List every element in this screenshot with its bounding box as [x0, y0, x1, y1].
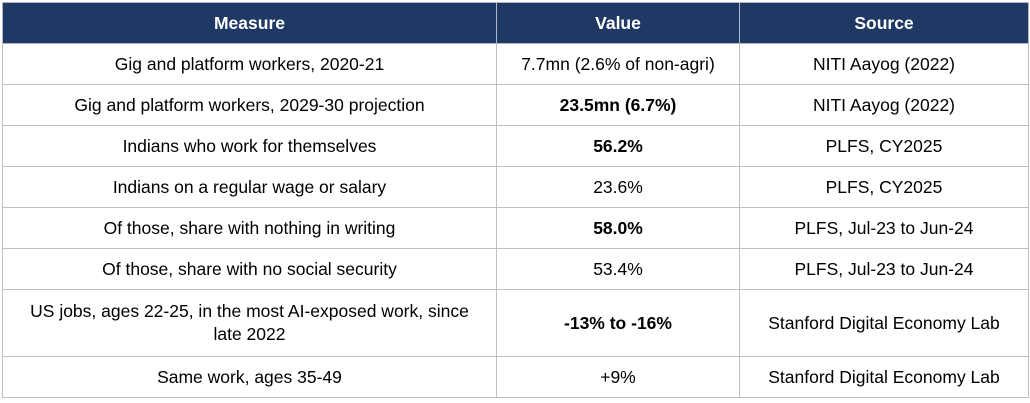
measure-text: US jobs, ages 22-25, in the most AI-expo…: [30, 301, 469, 344]
table-row: US jobs, ages 22-25, in the most AI-expo…: [2, 289, 1029, 357]
header-row: Measure Value Source: [2, 2, 1029, 44]
source-cell: PLFS, CY2025: [739, 166, 1029, 208]
table-row: Same work, ages 35-49 +9% Stanford Digit…: [2, 356, 1029, 398]
value-cell: 53.4%: [496, 248, 740, 290]
measure-cell: Same work, ages 35-49: [2, 356, 497, 398]
measure-cell: Gig and platform workers, 2029-30 projec…: [2, 84, 497, 126]
measure-cell: Indians who work for themselves: [2, 125, 497, 167]
value-cell: 56.2%: [496, 125, 740, 167]
value-cell: +9%: [496, 356, 740, 398]
measure-cell: Of those, share with nothing in writing: [2, 207, 497, 249]
data-table: Measure Value Source Gig and platform wo…: [2, 2, 1029, 398]
table-row: Indians on a regular wage or salary 23.6…: [2, 166, 1029, 208]
table-row: Gig and platform workers, 2029-30 projec…: [2, 84, 1029, 126]
table-row: Gig and platform workers, 2020-21 7.7mn …: [2, 43, 1029, 85]
value-cell: 23.5mn (6.7%): [496, 84, 740, 126]
measure-cell: Of those, share with no social security: [2, 248, 497, 290]
table-row: Indians who work for themselves 56.2% PL…: [2, 125, 1029, 167]
header-value: Value: [496, 2, 740, 44]
measure-text: Same work, ages 35-49: [157, 366, 342, 387]
measure-cell: US jobs, ages 22-25, in the most AI-expo…: [2, 289, 497, 357]
source-cell: NITI Aayog (2022): [739, 43, 1029, 85]
value-cell: -13% to -16%: [496, 289, 740, 357]
source-cell: Stanford Digital Economy Lab: [739, 356, 1029, 398]
measure-text: Indians who work for themselves: [122, 135, 377, 156]
value-cell: 58.0%: [496, 207, 740, 249]
measure-cell: Gig and platform workers, 2020-21: [2, 43, 497, 85]
measure-text: Gig and platform workers, 2029-30 projec…: [74, 94, 425, 115]
table-row: Of those, share with no social security …: [2, 248, 1029, 290]
source-cell: Stanford Digital Economy Lab: [739, 289, 1029, 357]
value-cell: 7.7mn (2.6% of non-agri): [496, 43, 740, 85]
source-cell: PLFS, CY2025: [739, 125, 1029, 167]
measure-cell: Indians on a regular wage or salary: [2, 166, 497, 208]
value-cell: 23.6%: [496, 166, 740, 208]
header-measure: Measure: [2, 2, 497, 44]
measure-text: Of those, share with nothing in writing: [103, 217, 396, 238]
measure-text: Indians on a regular wage or salary: [112, 176, 387, 197]
source-cell: PLFS, Jul-23 to Jun-24: [739, 248, 1029, 290]
measure-text: Of those, share with no social security: [102, 258, 397, 279]
source-cell: PLFS, Jul-23 to Jun-24: [739, 207, 1029, 249]
source-cell: NITI Aayog (2022): [739, 84, 1029, 126]
measure-text: Gig and platform workers, 2020-21: [114, 53, 385, 74]
table-row: Of those, share with nothing in writing …: [2, 207, 1029, 249]
header-source: Source: [739, 2, 1029, 44]
